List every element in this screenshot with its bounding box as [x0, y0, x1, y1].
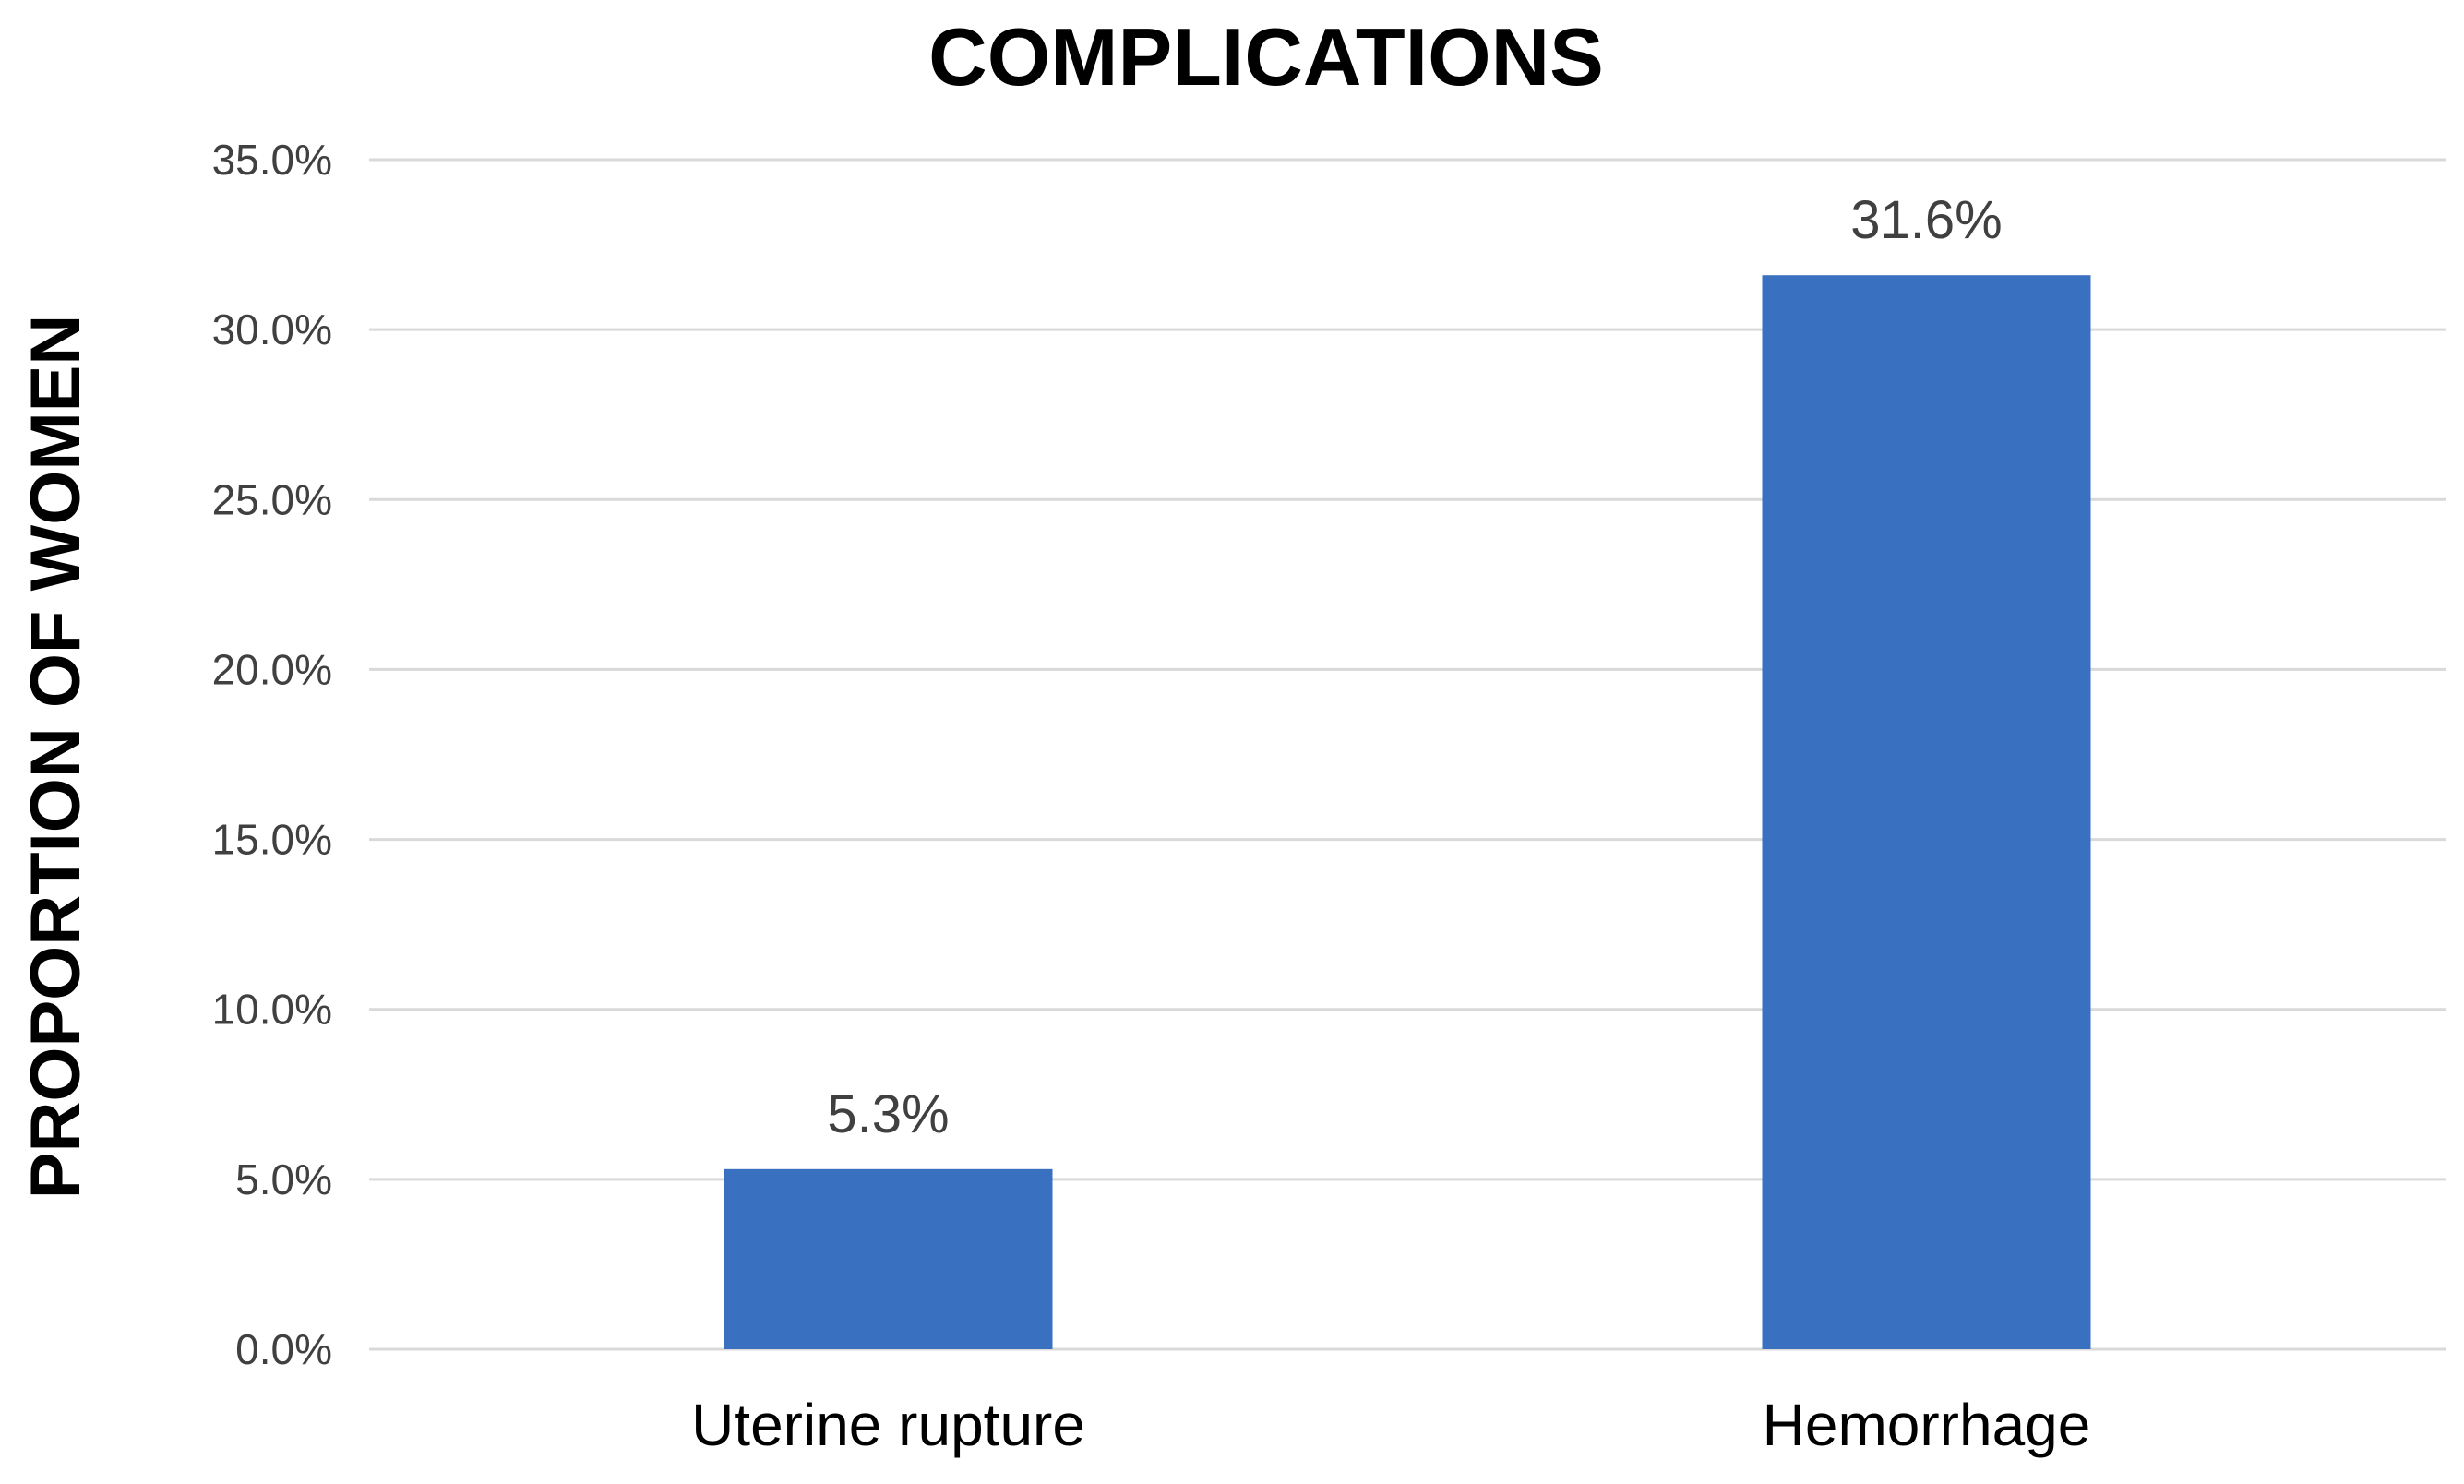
y-tick-label: 0.0% — [235, 1325, 332, 1373]
x-category-label: Uterine rupture — [691, 1392, 1085, 1458]
x-category-label: Hemorrhage — [1763, 1392, 2091, 1458]
bar — [724, 1168, 1053, 1349]
bar — [1762, 275, 2091, 1349]
chart-title: COMPLICATIONS — [928, 11, 1604, 102]
y-tick-label: 5.0% — [235, 1155, 332, 1203]
y-tick-label: 15.0% — [212, 816, 332, 864]
y-tick-label: 30.0% — [212, 305, 332, 353]
y-tick-label: 25.0% — [212, 475, 332, 523]
y-tick-label: 10.0% — [212, 986, 332, 1034]
gridlines — [369, 158, 2446, 1351]
x-axis-categories: Uterine rupture Hemorrhage — [691, 1392, 2090, 1458]
bars — [724, 275, 2091, 1349]
data-label: 5.3% — [827, 1084, 949, 1144]
y-tick-label: 35.0% — [212, 136, 332, 184]
data-labels: 5.3% 31.6% — [827, 190, 2002, 1144]
y-axis-ticks: 0.0% 5.0% 10.0% 15.0% 20.0% 25.0% 30.0% 35.0% — [212, 136, 332, 1373]
data-label: 31.6% — [1850, 190, 2002, 250]
y-tick-label: 20.0% — [212, 645, 332, 693]
y-axis-label: PROPORTION OF WOMEN — [17, 315, 95, 1199]
